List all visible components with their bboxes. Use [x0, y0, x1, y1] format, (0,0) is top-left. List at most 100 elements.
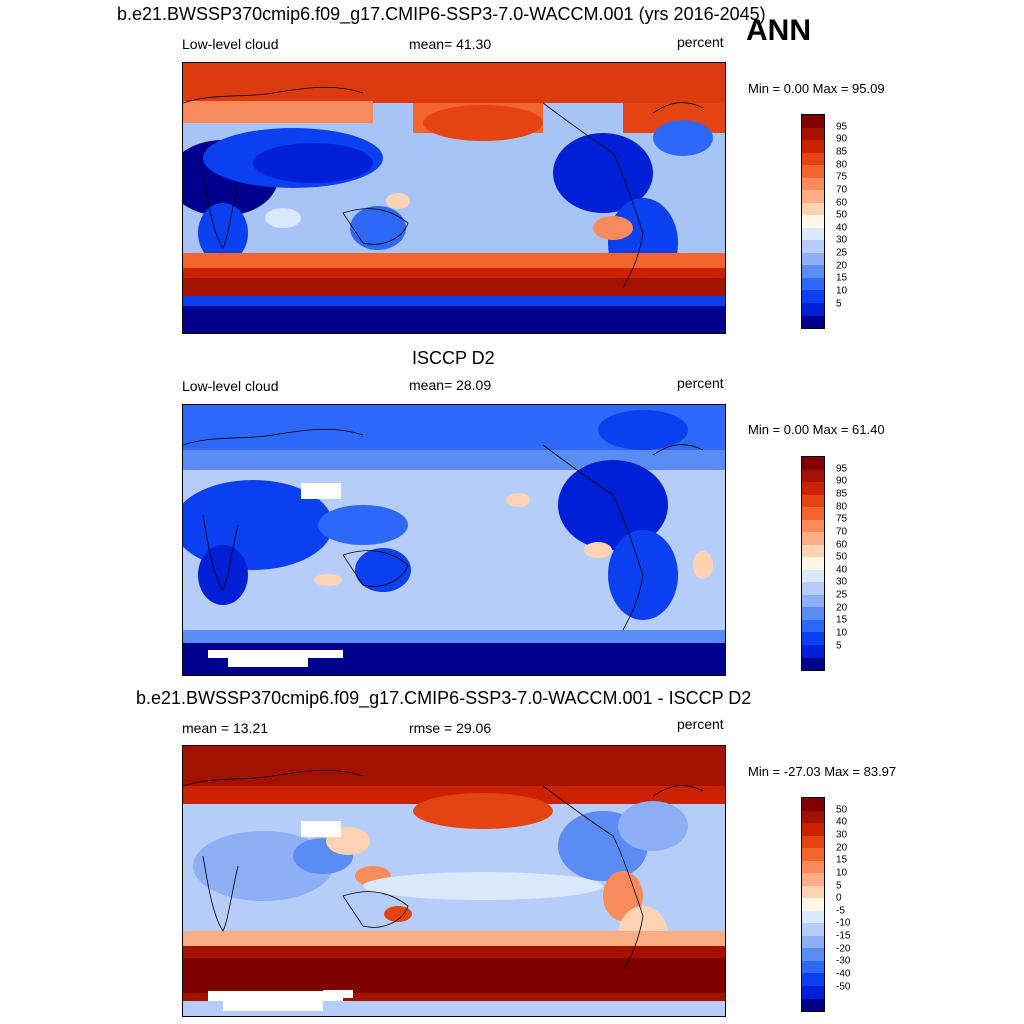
colorbar-segment: [802, 190, 824, 203]
colorbar-tick-label: -5: [836, 905, 845, 917]
colorbar-tick-label: 10: [836, 867, 848, 879]
colorbar-tick-label: -15: [836, 930, 851, 942]
colorbar-segment: [802, 582, 824, 595]
colorbar-tick-label: -20: [836, 943, 851, 955]
panel1-map-field: [183, 63, 725, 333]
colorbar-segment: [802, 290, 824, 303]
colorbar-segment: [802, 165, 824, 178]
colorbar-segment: [802, 960, 824, 974]
colorbar-tick-label: 70: [836, 184, 848, 196]
colorbar-tick-label: 80: [836, 501, 848, 513]
colorbar-segment: [802, 177, 824, 191]
colorbar-segment: [802, 798, 824, 811]
panel1-map: [182, 62, 726, 334]
colorbar-tick-label: 5: [836, 298, 842, 310]
panel3-colorbar: [801, 797, 825, 1012]
colorbar-segment: [802, 910, 824, 924]
colorbar-tick-label: 25: [836, 589, 848, 601]
colorbar-tick-label: 0: [836, 892, 842, 904]
colorbar-segment: [802, 619, 824, 633]
colorbar-tick-label: 95: [836, 463, 848, 475]
colorbar-segment: [802, 265, 824, 278]
panel3-map-field: [183, 746, 725, 1016]
colorbar-segment: [802, 985, 824, 999]
colorbar-segment: [802, 998, 824, 1012]
colorbar-tick-label: 10: [836, 627, 848, 639]
colorbar-segment: [802, 923, 824, 936]
panel2-minmax: Min = 0.00 Max = 61.40: [748, 422, 885, 437]
colorbar-segment: [802, 657, 824, 671]
colorbar-tick-label: 80: [836, 159, 848, 171]
colorbar-tick-label: 15: [836, 614, 848, 626]
panel2-variable: Low-level cloud: [182, 378, 279, 394]
panel2-map-field: [183, 405, 725, 675]
colorbar-tick-label: 30: [836, 829, 848, 841]
colorbar-tick-label: 75: [836, 171, 848, 183]
panel2-map: [182, 404, 726, 676]
colorbar-tick-label: 60: [836, 539, 848, 551]
colorbar-tick-label: 75: [836, 513, 848, 525]
colorbar-segment: [802, 607, 824, 620]
colorbar-tick-label: 90: [836, 475, 848, 487]
colorbar-tick-label: 20: [836, 602, 848, 614]
panel1-mean: mean= 41.30: [409, 36, 492, 52]
colorbar-tick-label: 50: [836, 209, 848, 221]
colorbar-segment: [802, 898, 824, 911]
colorbar-segment: [802, 494, 824, 508]
panel2-mean: mean= 28.09: [409, 377, 492, 393]
panel1-title: b.e21.BWSSP370cmip6.f09_g17.CMIP6-SSP3-7…: [117, 4, 766, 24]
colorbar-tick-label: -40: [836, 968, 851, 980]
colorbar-segment: [802, 860, 824, 874]
season-label: ANN: [746, 14, 811, 47]
colorbar-tick-label: -30: [836, 955, 851, 967]
colorbar-segment: [802, 115, 824, 128]
colorbar-segment: [802, 544, 824, 558]
panel3-title: b.e21.BWSSP370cmip6.f09_g17.CMIP6-SSP3-7…: [136, 688, 752, 708]
colorbar-tick-label: 85: [836, 146, 848, 158]
colorbar-segment: [802, 532, 824, 545]
colorbar-tick-label: 90: [836, 133, 848, 145]
panel2-units: percent: [677, 375, 724, 391]
colorbar-segment: [802, 885, 824, 899]
colorbar-segment: [802, 594, 824, 608]
colorbar-segment: [802, 252, 824, 266]
colorbar-tick-label: -10: [836, 917, 851, 929]
colorbar-tick-label: 40: [836, 222, 848, 234]
colorbar-segment: [802, 215, 824, 228]
panel2-colorbar: [801, 456, 825, 671]
colorbar-tick-label: 10: [836, 285, 848, 297]
colorbar-segment: [802, 457, 824, 470]
colorbar-segment: [802, 152, 824, 166]
colorbar-segment: [802, 935, 824, 949]
colorbar-segment: [802, 644, 824, 658]
colorbar-tick-label: 85: [836, 488, 848, 500]
colorbar-segment: [802, 848, 824, 861]
colorbar-tick-label: 20: [836, 842, 848, 854]
colorbar-segment: [802, 973, 824, 986]
panel2-title: ISCCP D2: [412, 348, 495, 368]
colorbar-segment: [802, 140, 824, 153]
colorbar-tick-label: 20: [836, 260, 848, 272]
panel3-map: [182, 745, 726, 1017]
colorbar-segment: [802, 469, 824, 483]
panel3-units: percent: [677, 716, 724, 732]
colorbar-segment: [802, 227, 824, 241]
colorbar-tick-label: 5: [836, 880, 842, 892]
colorbar-segment: [802, 240, 824, 253]
colorbar-tick-label: 15: [836, 854, 848, 866]
panel3-mean: mean = 13.21: [182, 720, 269, 736]
colorbar-segment: [802, 823, 824, 836]
panel3-minmax: Min = -27.03 Max = 83.97: [748, 764, 897, 779]
colorbar-segment: [802, 873, 824, 886]
colorbar-segment: [802, 835, 824, 849]
panel1-colorbar: [801, 114, 825, 329]
colorbar-tick-label: 30: [836, 234, 848, 246]
panel1-units: percent: [677, 34, 724, 50]
colorbar-tick-label: 25: [836, 247, 848, 259]
colorbar-segment: [802, 810, 824, 824]
panel3-rmse: rmse = 29.06: [409, 720, 492, 736]
colorbar-segment: [802, 482, 824, 495]
colorbar-segment: [802, 507, 824, 520]
colorbar-tick-label: 50: [836, 804, 848, 816]
colorbar-segment: [802, 948, 824, 961]
